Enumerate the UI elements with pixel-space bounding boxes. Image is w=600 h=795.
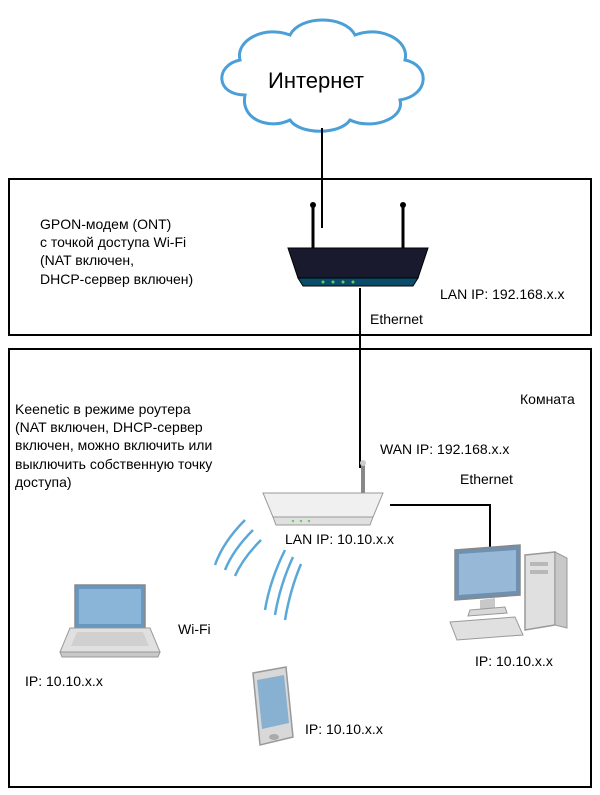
gpon-label: GPON-модем (ONT)с точкой доступа Wi-Fi(N… (40, 215, 260, 288)
pc-ip: IP: 10.10.x.x (475, 652, 553, 670)
ethernet-label-1: Ethernet (370, 310, 423, 328)
wifi-signal-phone (235, 545, 315, 645)
keenetic-router-icon (248, 455, 398, 535)
pc-icon (445, 540, 575, 650)
ethernet-label-2: Ethernet (460, 470, 513, 488)
cloud-label: Интернет (268, 68, 364, 94)
phone-ip: IP: 10.10.x.x (305, 720, 383, 738)
wan-ip-label: WAN IP: 192.168.x.x (380, 440, 509, 458)
room-label: Комната (520, 390, 575, 408)
keenetic-label: Keenetic в режиме роутера(NAT включен, D… (15, 400, 255, 491)
phone-icon (238, 665, 303, 760)
gpon-router-icon (278, 200, 438, 290)
laptop-icon (45, 580, 165, 665)
gpon-lan-ip-label: LAN IP: 192.168.x.x (440, 285, 565, 303)
network-diagram: Интернет GPON-модем (ONT)с точкой доступ… (0, 0, 600, 795)
laptop-ip: IP: 10.10.x.x (25, 672, 103, 690)
wifi-label: Wi-Fi (178, 620, 211, 638)
